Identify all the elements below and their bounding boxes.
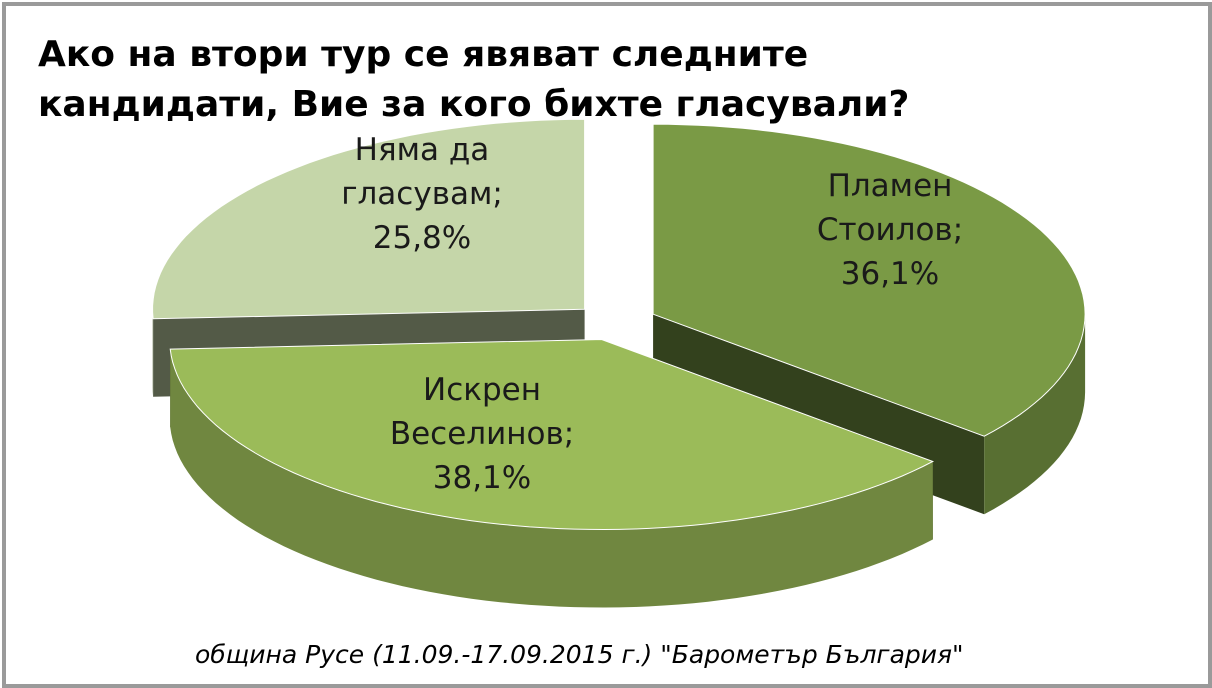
slice <box>169 338 935 608</box>
label-value: 25,8% <box>372 220 472 256</box>
slice-top <box>169 338 935 531</box>
label-value: 36,1% <box>840 256 940 292</box>
slice-top <box>152 118 586 320</box>
slice-wall <box>170 349 933 608</box>
label-category: Пламен Стоилов <box>816 168 953 248</box>
label-separator: ; <box>563 416 575 452</box>
slice-top <box>652 123 1086 437</box>
label-value: 38,1% <box>432 460 532 496</box>
label-separator: ; <box>492 176 503 212</box>
data-label: Искрен Веселинов; 38,1% <box>372 368 592 500</box>
label-separator: ; <box>952 212 964 248</box>
slice-wall <box>984 314 1086 515</box>
slice-wall <box>152 309 154 397</box>
label-category: Искрен Веселинов <box>389 372 564 452</box>
source-note: община Русе (11.09.-17.09.2015 г.) "Баро… <box>195 640 964 669</box>
chart-title: Ако на втори тур се явяват следните канд… <box>38 34 910 125</box>
data-label: Няма да гласувам; 25,8% <box>312 128 532 260</box>
label-category: Няма да гласувам <box>341 132 493 212</box>
data-label: Пламен Стоилов; 36,1% <box>780 164 1000 296</box>
